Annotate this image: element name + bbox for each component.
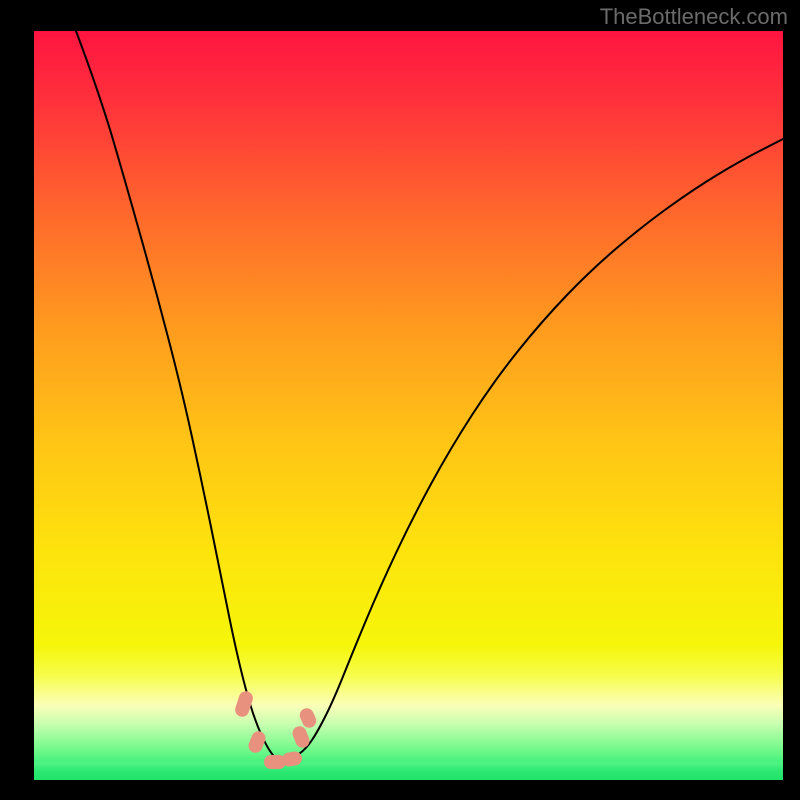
plot-area	[34, 31, 783, 780]
curve-path	[76, 31, 783, 761]
watermark-text: TheBottleneck.com	[600, 4, 788, 30]
bottleneck-curve	[34, 31, 783, 780]
